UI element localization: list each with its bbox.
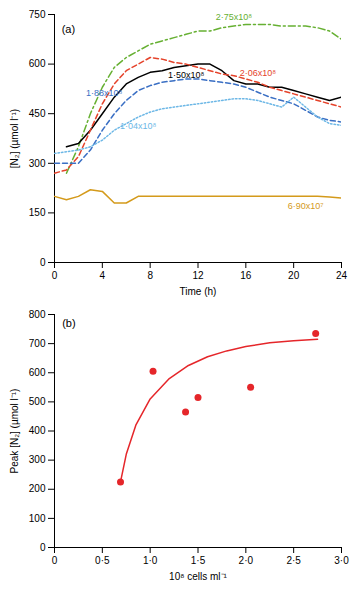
svg-text:100: 100 (29, 513, 46, 524)
svg-text:0: 0 (40, 542, 46, 553)
svg-text:Peak [N₂] (µmol l⁻¹): Peak [N₂] (µmol l⁻¹) (9, 389, 20, 474)
svg-text:300: 300 (29, 454, 46, 465)
svg-text:1·88x10⁸: 1·88x10⁸ (86, 88, 123, 98)
svg-text:1·0: 1·0 (143, 555, 158, 566)
svg-text:500: 500 (29, 396, 46, 407)
svg-text:750: 750 (29, 9, 46, 20)
svg-text:2·75x10⁸: 2·75x10⁸ (216, 12, 253, 22)
svg-text:4: 4 (100, 270, 106, 281)
svg-text:0: 0 (52, 270, 58, 281)
svg-text:[N₂] (µmol l⁻¹): [N₂] (µmol l⁻¹) (9, 109, 20, 168)
svg-text:450: 450 (29, 108, 46, 119)
svg-text:2·0: 2·0 (239, 555, 254, 566)
svg-text:150: 150 (29, 207, 46, 218)
svg-text:2·06x10⁸: 2·06x10⁸ (240, 68, 277, 78)
svg-text:400: 400 (29, 425, 46, 436)
svg-text:2·5: 2·5 (286, 555, 301, 566)
svg-text:1·04x10⁸: 1·04x10⁸ (120, 121, 157, 131)
svg-text:0: 0 (52, 555, 58, 566)
svg-text:(b): (b) (62, 317, 75, 329)
svg-text:Time (h): Time (h) (180, 286, 217, 297)
svg-text:600: 600 (29, 58, 46, 69)
svg-text:12: 12 (192, 270, 204, 281)
svg-text:600: 600 (29, 367, 46, 378)
svg-text:10⁸ cells ml⁻¹: 10⁸ cells ml⁻¹ (169, 571, 227, 582)
svg-text:16: 16 (240, 270, 252, 281)
svg-text:6·90x10⁷: 6·90x10⁷ (288, 201, 324, 211)
svg-text:8: 8 (147, 270, 153, 281)
svg-text:20: 20 (288, 270, 300, 281)
svg-text:700: 700 (29, 338, 46, 349)
svg-text:800: 800 (29, 309, 46, 320)
svg-text:1·5: 1·5 (191, 555, 206, 566)
svg-text:24: 24 (336, 270, 348, 281)
svg-text:0·5: 0·5 (95, 555, 110, 566)
svg-text:200: 200 (29, 483, 46, 494)
svg-text:0: 0 (40, 257, 46, 268)
svg-text:1·50x10⁸: 1·50x10⁸ (168, 70, 205, 80)
svg-text:300: 300 (29, 158, 46, 169)
svg-text:(a): (a) (62, 23, 75, 35)
svg-text:3·0: 3·0 (334, 555, 349, 566)
